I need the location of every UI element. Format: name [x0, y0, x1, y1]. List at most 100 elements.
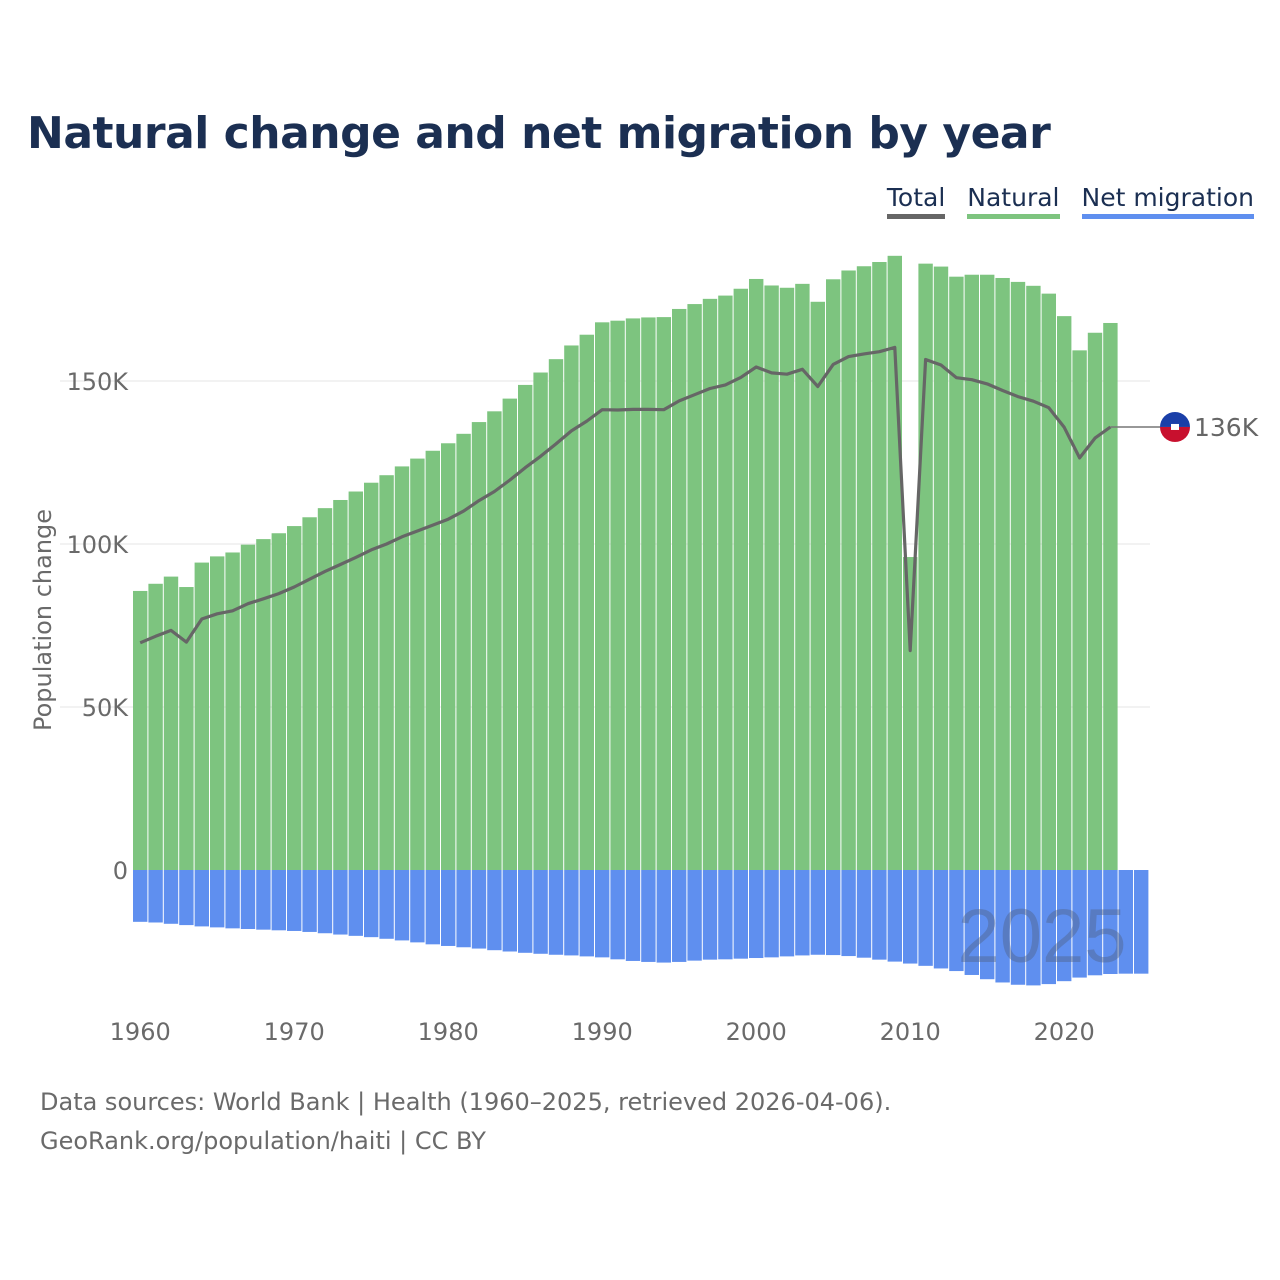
footer-source: Data sources: World Bank | Health (1960–…: [40, 1088, 892, 1116]
natural-bar: [625, 318, 641, 871]
natural-bar: [1072, 350, 1087, 871]
net-migration-bar: [240, 870, 256, 930]
year-watermark: 2025: [957, 894, 1126, 979]
natural-bar: [148, 583, 163, 870]
net-migration-bar: [410, 870, 425, 943]
natural-bar: [841, 270, 856, 871]
net-migration-bar: [348, 870, 363, 936]
natural-bar: [333, 499, 348, 870]
net-migration-bar: [194, 870, 209, 927]
net-migration-bar: [225, 870, 240, 929]
net-migration-bar: [625, 870, 641, 961]
y-axis-title: Population change: [29, 509, 57, 731]
natural-bar: [502, 398, 517, 870]
natural-bar: [764, 285, 779, 870]
net-migration-bar: [518, 870, 533, 953]
net-migration-bar: [887, 870, 902, 962]
legend-natural[interactable]: Natural: [967, 183, 1060, 219]
natural-bar: [1041, 293, 1056, 871]
natural-bar: [964, 274, 979, 870]
net-migration-bar: [1057, 870, 1072, 982]
natural-bar: [518, 384, 533, 870]
chart-title: Natural change and net migration by year: [27, 108, 1051, 159]
natural-bar: [348, 491, 363, 870]
natural-bar: [641, 317, 656, 870]
natural-bar: [256, 539, 271, 870]
x-tick-label: 1980: [418, 1018, 479, 1046]
net-migration-bar: [333, 870, 348, 935]
natural-bar: [795, 283, 810, 870]
y-tick-label: 100K: [66, 531, 129, 559]
natural-bar: [210, 556, 225, 870]
y-tick-label: 150K: [66, 368, 129, 396]
natural-bar: [779, 287, 795, 870]
natural-bar: [995, 277, 1010, 870]
net-migration-bar: [964, 870, 979, 975]
natural-bar: [579, 334, 594, 870]
natural-bar: [456, 433, 471, 870]
x-tick-label: 1970: [264, 1018, 325, 1046]
natural-bar: [425, 450, 440, 870]
x-tick-label: 2020: [1034, 1018, 1095, 1046]
natural-bar: [271, 533, 286, 870]
natural-bar: [364, 482, 379, 870]
net-migration-bar: [163, 870, 179, 924]
net-migration-bar: [856, 870, 872, 958]
natural-bar: [133, 590, 148, 870]
natural-bar: [163, 576, 179, 870]
natural-bar: [179, 587, 194, 870]
net-migration-bar: [1072, 870, 1087, 978]
net-migration-bar: [533, 870, 548, 954]
x-tick-label: 1960: [110, 1018, 171, 1046]
net-migration-bar: [687, 870, 702, 961]
natural-bar: [610, 320, 625, 870]
net-migration-bar: [641, 870, 656, 962]
chart-plot: 2025 0 50K 100K 150K Population change 1960 19…: [29, 255, 1259, 1046]
natural-bar: [933, 266, 949, 871]
net-migration-bar: [1103, 870, 1118, 974]
net-migration-bar: [718, 870, 733, 960]
net-migration-bar: [1041, 870, 1056, 985]
footer-credit[interactable]: GeoRank.org/population/haiti | CC BY: [40, 1127, 486, 1155]
natural-bar: [949, 276, 964, 870]
net-migration-bar: [795, 870, 810, 956]
net-migration-bar: [656, 870, 671, 963]
natural-bar: [826, 279, 841, 871]
natural-bar: [487, 411, 502, 870]
net-migration-bar: [733, 870, 748, 959]
net-migration-bar: [749, 870, 764, 959]
net-migration-bar: [1118, 870, 1133, 974]
natural-bar: [918, 263, 933, 870]
net-migration-bar: [271, 870, 286, 931]
natural-bar: [687, 304, 702, 871]
legend-net-migration[interactable]: Net migration: [1081, 183, 1254, 219]
net-migration-bar: [456, 870, 471, 948]
net-migration-bar: [918, 870, 933, 966]
net-migration-bar: [1026, 870, 1041, 986]
net-migration-bar: [302, 870, 317, 932]
y-tick-label: 0: [113, 857, 128, 885]
natural-bar: [287, 526, 302, 870]
natural-bar: [1087, 332, 1103, 870]
net-migration-bar: [672, 870, 687, 962]
natural-bar: [656, 317, 671, 870]
natural-bar: [410, 458, 425, 870]
net-migration-bar: [595, 870, 610, 958]
net-migration-bar: [933, 870, 949, 969]
net-migration-bar: [1087, 870, 1103, 976]
natural-bar: [1057, 316, 1072, 871]
net-migration-bar: [564, 870, 579, 956]
natural-bar: [672, 308, 687, 871]
net-migration-bar: [148, 870, 163, 923]
net-migration-bar: [487, 870, 502, 951]
net-migration-bar: [810, 870, 825, 955]
net-migration-bar: [1134, 870, 1149, 974]
net-migration-bar: [133, 870, 148, 922]
legend-total[interactable]: Total: [886, 183, 946, 219]
natural-bar: [533, 372, 548, 870]
net-migration-bar: [702, 870, 718, 960]
x-tick-label: 1990: [572, 1018, 633, 1046]
natural-bar: [302, 517, 317, 870]
net-migration-bar: [610, 870, 625, 960]
natural-bar: [394, 466, 410, 870]
